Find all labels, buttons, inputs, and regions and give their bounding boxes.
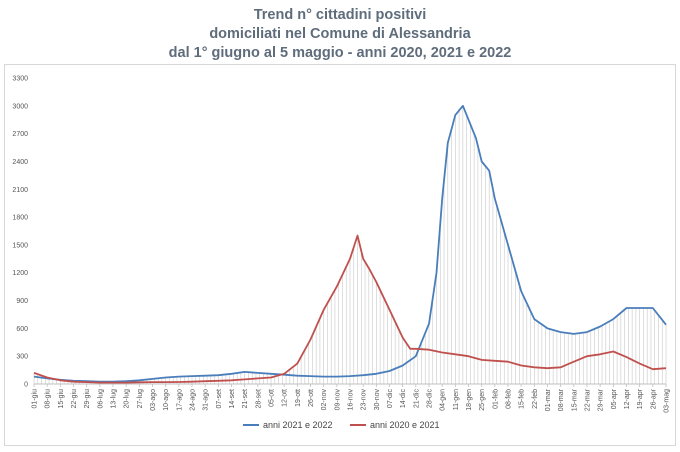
x-tick-label: 14-set bbox=[229, 389, 236, 409]
x-tick-label: 20-lug bbox=[124, 389, 131, 409]
x-tick-label: 15-giu bbox=[58, 389, 65, 409]
x-tick-label: 01-giu bbox=[32, 389, 39, 409]
chart-title-line-1: Trend n° cittadini positivi bbox=[253, 7, 427, 23]
x-tick-label: 23-nov bbox=[361, 389, 368, 411]
x-tick-label: 08-feb bbox=[506, 389, 513, 409]
x-tick-label: 03-ago bbox=[150, 389, 157, 411]
series-line-2 bbox=[33, 234, 667, 384]
y-tick-label: 1800 bbox=[12, 215, 28, 222]
x-tick-label: 03-mag bbox=[664, 389, 671, 413]
x-tick-label: 07-dic bbox=[387, 389, 394, 409]
x-tick-label: 30-nov bbox=[374, 389, 381, 411]
chart-title-line-3: dal 1° giugno al 5 maggio - anni 2020, 2… bbox=[168, 45, 512, 61]
y-tick-label: 900 bbox=[16, 298, 28, 305]
y-tick-label: 0 bbox=[24, 382, 28, 389]
y-tick-label: 2100 bbox=[12, 187, 28, 194]
x-tick-label: 22-mar bbox=[585, 388, 592, 411]
y-tick-label: 1500 bbox=[12, 242, 28, 249]
x-tick-label: 24-ago bbox=[190, 389, 197, 411]
x-tick-label: 09-nov bbox=[334, 389, 341, 411]
plot-border bbox=[4, 64, 676, 446]
x-tick-label: 22-feb bbox=[532, 389, 539, 409]
x-tick-label: 07-set bbox=[216, 389, 223, 409]
x-tick-label: 29-mar bbox=[598, 388, 605, 411]
chart-title-line-2: domiciliati nel Comune di Alessandria bbox=[209, 26, 471, 42]
x-tick-label: 01-mar bbox=[545, 388, 552, 411]
x-tick-label: 25-gen bbox=[479, 389, 486, 411]
x-tick-label: 17-ago bbox=[176, 389, 183, 411]
x-tick-label: 28-set bbox=[255, 389, 262, 409]
x-tick-label: 01-feb bbox=[492, 389, 499, 409]
x-tick-label: 12-ott bbox=[282, 389, 289, 407]
x-tick-label: 16-nov bbox=[348, 389, 355, 411]
x-tick-label: 31-ago bbox=[203, 389, 210, 411]
x-tick-label: 08-giu bbox=[45, 389, 52, 409]
y-tick-label: 600 bbox=[16, 326, 28, 333]
x-tick-label: 21-set bbox=[242, 389, 249, 409]
y-tick-label: 2400 bbox=[12, 159, 28, 166]
y-tick-label: 3000 bbox=[12, 103, 28, 110]
x-tick-label: 12-apr bbox=[624, 388, 631, 409]
x-tick-label: 29-giu bbox=[84, 389, 91, 409]
x-tick-label: 08-mar bbox=[558, 388, 565, 411]
x-tick-label: 22-giu bbox=[71, 389, 78, 409]
x-tick-label: 04-gen bbox=[440, 389, 447, 411]
x-tick-label: 18-gen bbox=[466, 389, 473, 411]
x-tick-label: 05-apr bbox=[611, 388, 618, 409]
x-tick-label: 19-ott bbox=[295, 389, 302, 407]
x-tick-label: 13-lug bbox=[111, 389, 118, 409]
y-tick-label: 2700 bbox=[12, 131, 28, 138]
x-tick-label: 26-apr bbox=[650, 388, 657, 409]
x-tick-label: 14-dic bbox=[400, 389, 407, 409]
y-tick-label: 300 bbox=[16, 354, 28, 361]
x-tick-label: 19-apr bbox=[637, 388, 644, 409]
chart-title: Trend n° cittadini positivi domiciliati … bbox=[0, 6, 680, 63]
x-tick-label: 26-ott bbox=[308, 389, 315, 407]
legend-entry-2: anni 2020 e 2021 bbox=[370, 420, 440, 430]
x-tick-label: 10-ago bbox=[163, 389, 170, 411]
x-tick-label: 15-feb bbox=[519, 389, 526, 409]
x-tick-label: 11-gen bbox=[453, 389, 460, 410]
x-tick-label: 28-dic bbox=[427, 389, 434, 409]
x-tick-label: 02-nov bbox=[321, 389, 328, 411]
x-tick-label: 06-lug bbox=[97, 389, 104, 409]
x-tick-label: 27-lug bbox=[137, 389, 144, 409]
x-tick-label: 05-ott bbox=[269, 389, 276, 407]
x-tick-label: 21-dic bbox=[413, 389, 420, 409]
y-tick-label: 1200 bbox=[12, 270, 28, 277]
series-line-1 bbox=[33, 104, 667, 383]
legend-entry-1: anni 2021 e 2022 bbox=[263, 420, 333, 430]
y-tick-label: 3300 bbox=[12, 76, 28, 83]
x-tick-label: 15-mar bbox=[571, 388, 578, 411]
